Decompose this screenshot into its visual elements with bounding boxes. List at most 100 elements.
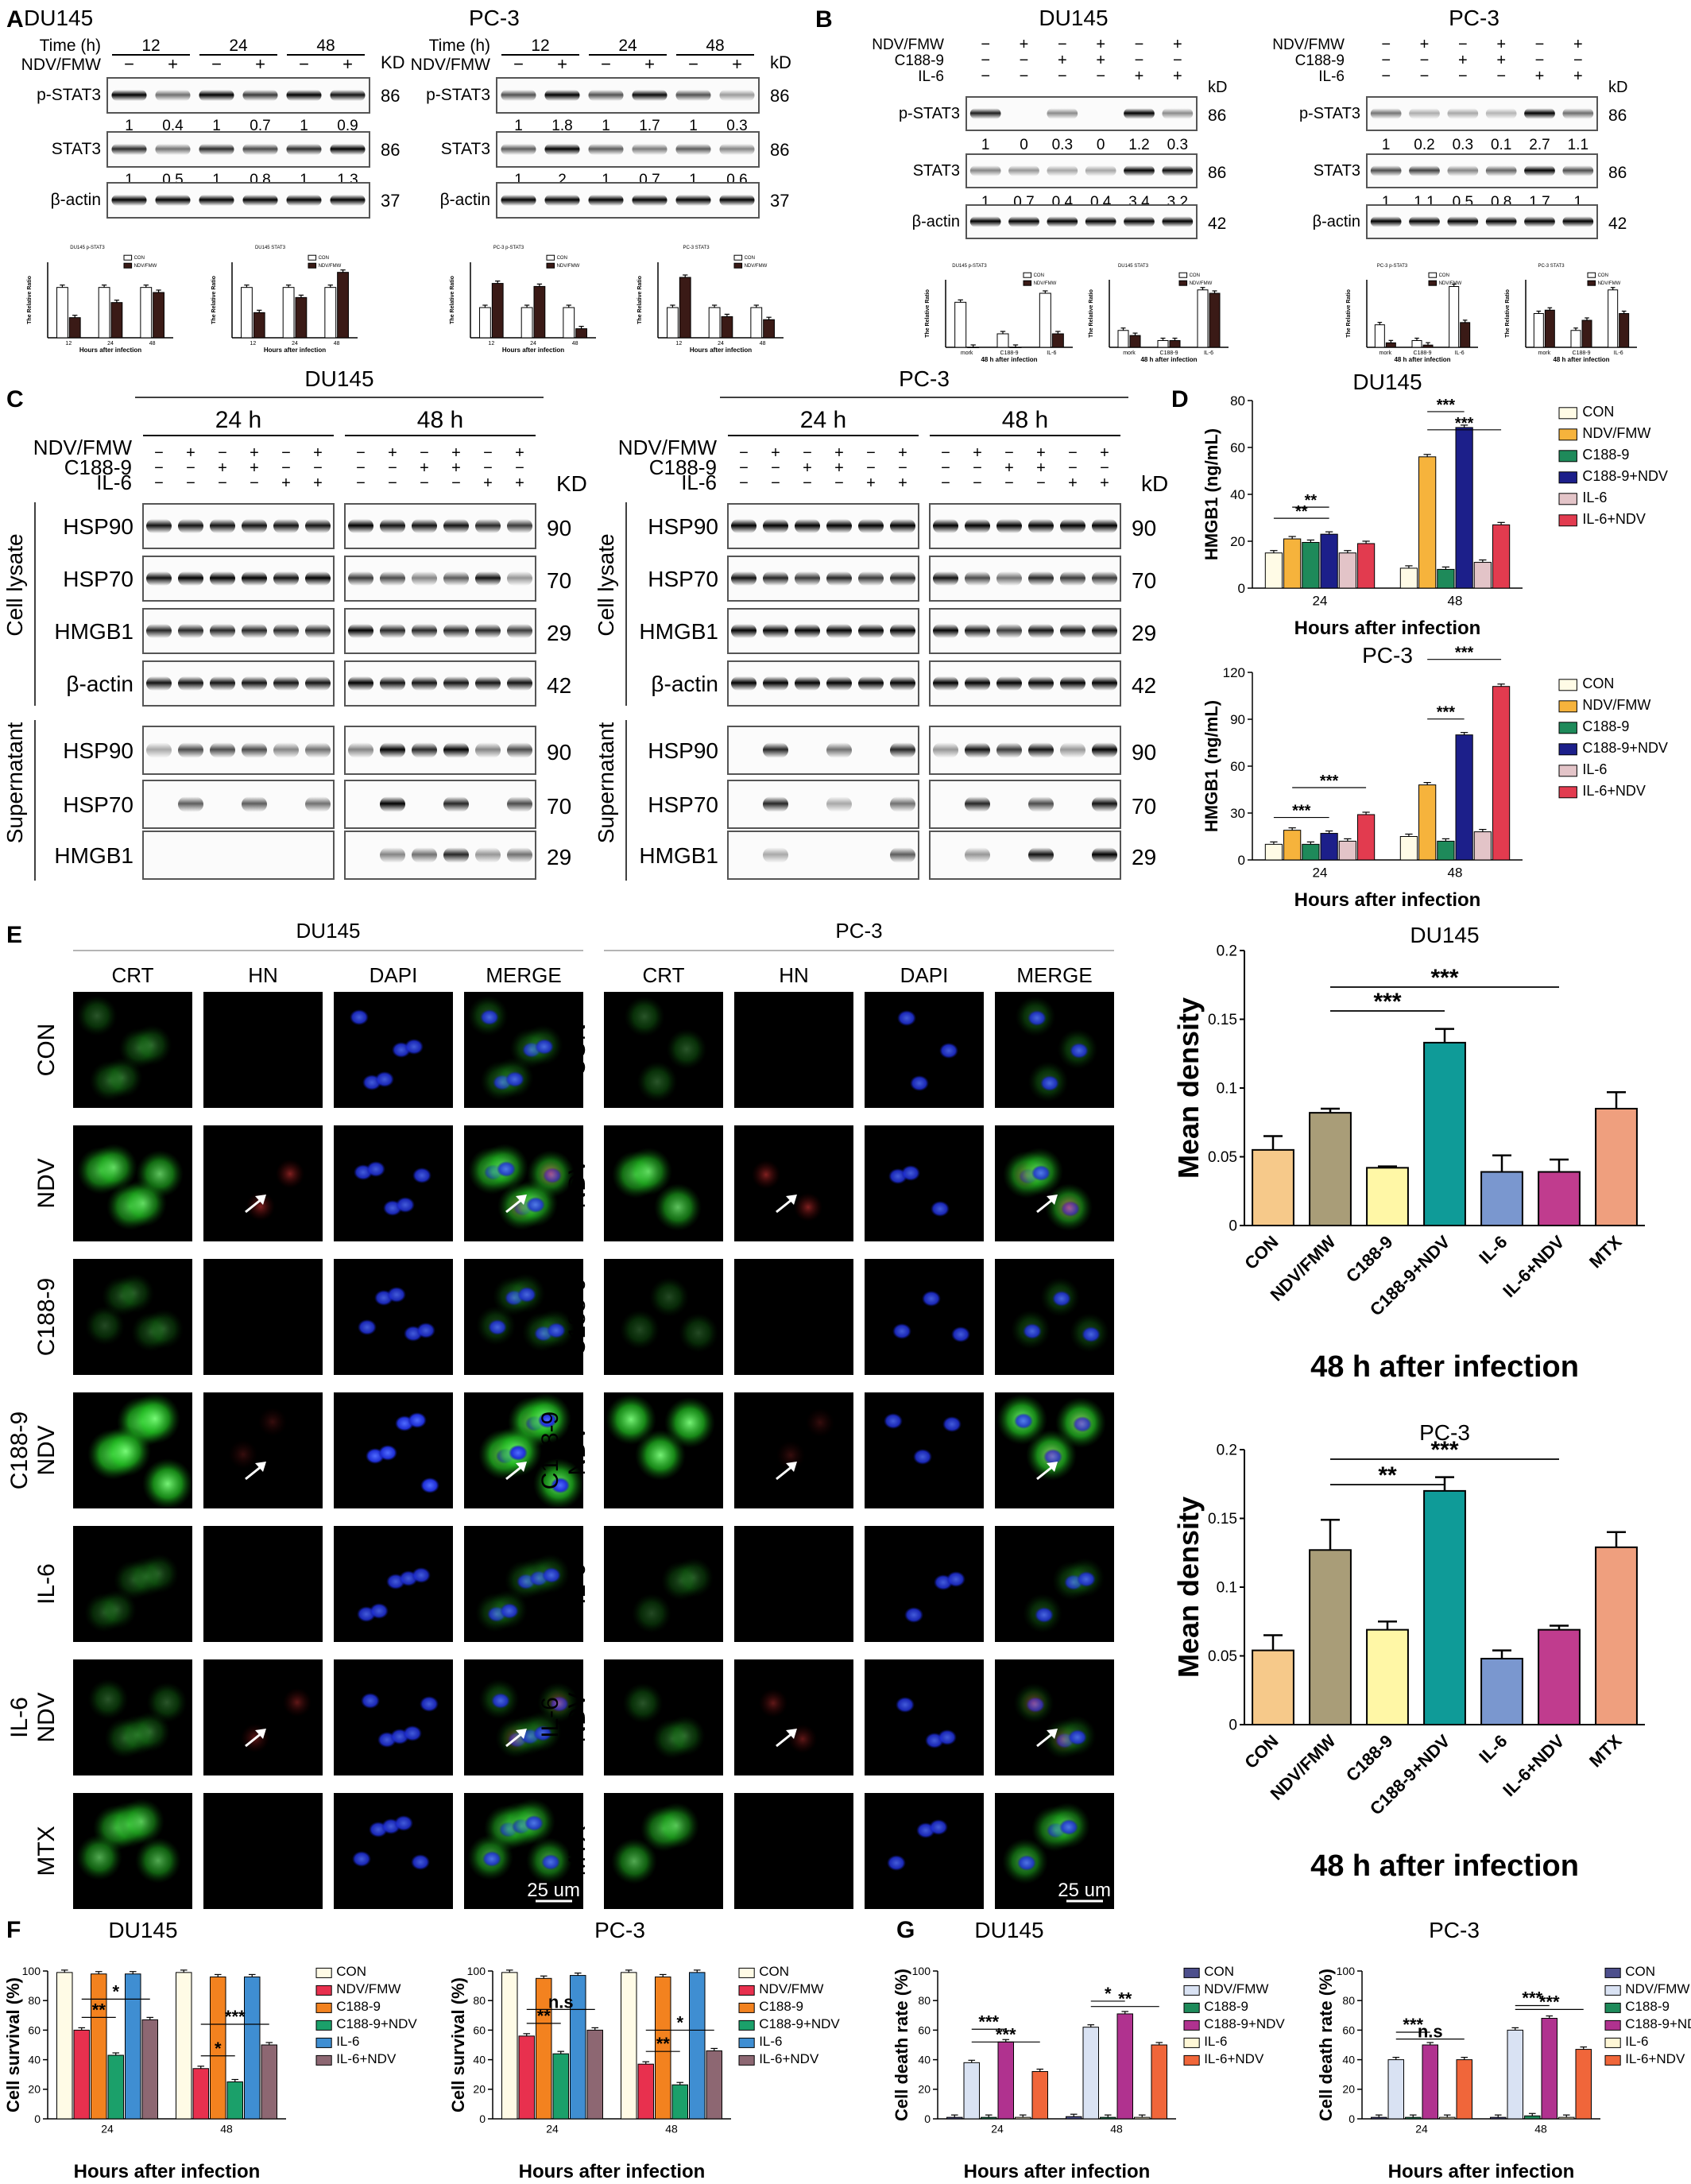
treat-label: NDV/FMW (872, 37, 944, 53)
arrow-shaft (505, 1198, 523, 1214)
dapi-nucleus (482, 1851, 501, 1867)
treat-sign: + (771, 444, 780, 462)
blot-p-STAT3-band (111, 89, 147, 102)
ndv-sign: + (255, 54, 265, 74)
dapi-nucleus (378, 1445, 397, 1461)
super-HSP70-band (178, 796, 203, 812)
bar (324, 287, 337, 339)
bar (1492, 524, 1511, 589)
lysate-HMGB1-frame (727, 608, 919, 654)
group-label-lysate: Cell lysate (594, 533, 618, 636)
dapi-nucleus (416, 1322, 435, 1338)
y-axis-label: The Relative Ratio (925, 289, 931, 338)
dapi-nucleus (910, 1075, 929, 1091)
arrow-shaft (245, 1465, 262, 1481)
treat-sign: + (1096, 52, 1105, 69)
legend-label: C188-9 (1582, 718, 1629, 734)
row-label: C188-9 (564, 1278, 590, 1356)
micrograph (334, 1793, 453, 1909)
y-axis-label: The Relative Ratio (1089, 289, 1094, 338)
dapi-nucleus (491, 1693, 510, 1709)
lysate-HSP90-band (795, 519, 820, 533)
blot-kd: 70 (1132, 794, 1156, 819)
micrograph (734, 1526, 853, 1642)
treat-sign: − (739, 444, 749, 462)
bar (1309, 1549, 1352, 1726)
x-axis-label: Hours after infection (519, 2161, 706, 2182)
blot-STAT3-band (1562, 165, 1594, 176)
chart-B-pc-pstat3: mork C188-9 IL-6 PC-3 p-STAT3 48 h after inf… (1346, 264, 1478, 363)
super48-HSP90-band (933, 742, 958, 758)
blot-STAT3-band (286, 143, 322, 156)
bar (1423, 1489, 1466, 1726)
y-axis-label: Mean density (1172, 997, 1205, 1179)
super48-HSP70-band (380, 796, 405, 812)
treat-sign: − (281, 444, 291, 462)
row-label: MTX (564, 1826, 590, 1876)
arrow-head (786, 1462, 797, 1472)
bar (1283, 538, 1302, 589)
blot-title: PC-3 (469, 6, 520, 30)
y-tick-label: 80 (1342, 1994, 1355, 2007)
blot-kd: 86 (770, 140, 789, 160)
blot-quant: 0 (1020, 137, 1028, 153)
bar (1575, 2049, 1592, 2120)
y-tick-label: 0.05 (1208, 1648, 1237, 1665)
blot-STAT3-band (1162, 165, 1194, 176)
arrow-icon (1036, 1195, 1058, 1214)
y-tick-label: 100 (912, 1965, 931, 1977)
treat-sign: + (1058, 52, 1067, 69)
lysate48-HSP70-band (443, 571, 469, 586)
arrow-shaft (245, 1732, 262, 1748)
bar (1418, 784, 1437, 861)
treat-sign: − (739, 459, 749, 477)
blot-p-STAT3-frame (1366, 96, 1598, 131)
bar (1524, 2115, 1541, 2120)
treat-sign: − (941, 444, 950, 462)
treat-sign: − (1535, 52, 1545, 69)
lysate-β-actin-band (890, 676, 915, 691)
chart-A-du-stat3: 12 24 48 DU145 STAT3 Hours after infection Th… (211, 246, 358, 354)
treat-sign: + (1573, 68, 1583, 85)
super-HMGB1-band (890, 847, 915, 863)
hn-signal (536, 1160, 565, 1188)
blot-STAT3-band (111, 143, 147, 156)
lysate-β-actin-band (858, 676, 884, 691)
grid-title: PC-3 (835, 919, 882, 943)
treat-sign: − (866, 459, 876, 477)
dapi-nucleus (358, 1319, 377, 1335)
blot-STAT3-band (588, 143, 624, 156)
chart-title: PC-3 (1429, 1918, 1480, 1942)
blot-quant: 0.2 (1414, 137, 1434, 153)
legend-label: IL-6 (1204, 2034, 1227, 2049)
ndv-sign: + (644, 54, 655, 74)
lysate-HSP90-band (178, 519, 203, 533)
lysate-HSP90-frame (142, 503, 335, 549)
blot-name: p-STAT3 (1299, 105, 1360, 122)
sig-label: ** (1378, 1462, 1397, 1489)
bar (575, 328, 587, 339)
crt-signal (664, 1397, 715, 1448)
legend-label: C188-9 (1582, 447, 1629, 463)
treat-sign: − (1020, 68, 1029, 85)
crt-signal (135, 1837, 181, 1884)
y-axis-label: The Relative Ratio (637, 276, 643, 324)
crt-signal (620, 1310, 660, 1350)
blot-title: DU145 (1039, 6, 1108, 30)
blot-β-actin-band (1524, 216, 1555, 227)
blot-quant: 0.3 (726, 118, 747, 134)
row-label: NDV (564, 1158, 590, 1208)
blot-quant: 1.1 (1568, 137, 1588, 153)
bar (479, 307, 491, 339)
treat-sign: + (451, 444, 461, 462)
legend-swatch (1558, 722, 1577, 734)
arrow-head (1047, 1729, 1058, 1739)
bar (1169, 340, 1181, 348)
row-label: NDV (564, 1692, 590, 1742)
dapi-nucleus (412, 1567, 431, 1583)
sig-label: *** (1430, 1437, 1458, 1463)
y-tick-label: 60 (28, 2023, 41, 2036)
bar (1507, 2029, 1523, 2120)
